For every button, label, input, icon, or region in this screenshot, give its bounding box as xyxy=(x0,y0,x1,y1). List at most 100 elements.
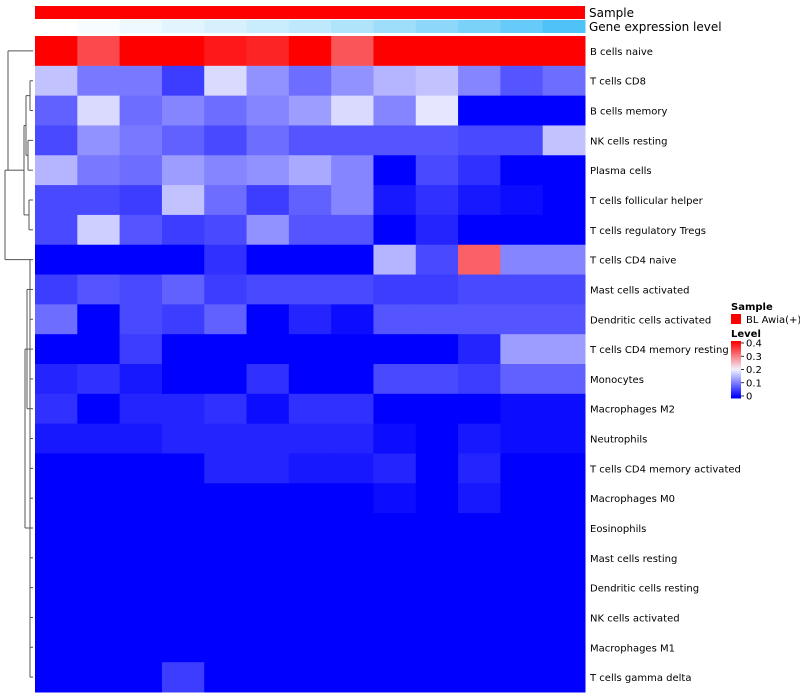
legend-colorbar-step xyxy=(731,395,741,398)
heatmap-cell xyxy=(77,662,121,693)
heatmap-cell xyxy=(246,513,290,544)
heatmap-cell xyxy=(373,304,417,335)
heatmap-cell xyxy=(35,304,78,335)
heatmap-cell xyxy=(542,274,586,305)
expression-track-label: Gene expression level xyxy=(589,20,722,34)
heatmap-cell xyxy=(373,125,417,156)
legend-colorbar-step xyxy=(731,363,741,366)
heatmap-cell xyxy=(119,393,163,425)
heatmap-cell xyxy=(35,244,78,276)
heatmap-cell xyxy=(119,513,163,544)
heatmap-cell xyxy=(331,393,374,425)
row-label: Mast cells resting xyxy=(590,554,677,565)
row-label: Plasma cells xyxy=(590,166,652,177)
legend-tick-label: 0.2 xyxy=(746,365,762,376)
heatmap-cell xyxy=(458,304,501,335)
heatmap-cell xyxy=(373,155,417,186)
heatmap-cell xyxy=(35,155,78,186)
heatmap-cell xyxy=(288,304,332,335)
heatmap-cell xyxy=(246,244,290,276)
heatmap-cell xyxy=(373,364,417,395)
heatmap-cell xyxy=(119,334,163,365)
legend-colorbar-step xyxy=(731,343,741,346)
heatmap-cell xyxy=(35,662,78,693)
expression-track-cell xyxy=(119,20,163,33)
heatmap-cell xyxy=(373,274,417,305)
heatmap-cell xyxy=(204,632,248,663)
heatmap-cell xyxy=(35,36,78,67)
legend: Sample BL Awia(+) Level 0.4 0.3 0.2 0.1 0 xyxy=(731,302,800,403)
heatmap-cell xyxy=(500,423,544,454)
heatmap-cell xyxy=(246,542,290,574)
heatmap-cell xyxy=(373,214,417,246)
heatmap-cell xyxy=(331,364,374,395)
heatmap-cell xyxy=(458,36,501,67)
heatmap-cell xyxy=(542,125,586,156)
heatmap-cell xyxy=(373,483,417,514)
row-labels: B cells naive T cells CD8 B cells memory NK… xyxy=(589,47,741,684)
heatmap-cell xyxy=(542,602,586,633)
heatmap-cell xyxy=(77,125,121,156)
heatmap-cell xyxy=(35,423,78,454)
legend-colorbar-step xyxy=(731,362,741,365)
legend-tick-label: 0.3 xyxy=(746,352,762,363)
heatmap-cell xyxy=(161,304,205,335)
row-label: T cells regulatory Tregs xyxy=(589,226,706,237)
legend-colorbar-step xyxy=(731,342,741,345)
row-label: B cells memory xyxy=(590,107,667,118)
heatmap-cell xyxy=(373,602,417,633)
heatmap-cell xyxy=(415,393,459,425)
heatmap-cell xyxy=(458,453,501,484)
heatmap-cell xyxy=(458,185,501,216)
row-label: Neutrophils xyxy=(590,435,647,446)
heatmap-cell xyxy=(77,513,121,544)
heatmap-cell xyxy=(500,95,544,126)
heatmap-cell xyxy=(500,214,544,246)
heatmap-cell xyxy=(246,274,290,305)
legend-colorbar-step xyxy=(731,375,741,378)
heatmap-cell xyxy=(161,36,205,67)
heatmap-cell xyxy=(288,185,332,216)
heatmap-cell xyxy=(415,483,459,514)
heatmap-cell xyxy=(542,185,586,216)
heatmap-cell xyxy=(373,662,417,693)
heatmap-cell xyxy=(35,364,78,395)
heatmap-cell xyxy=(35,542,78,574)
heatmap-cell xyxy=(331,542,374,574)
heatmap-cell xyxy=(204,274,248,305)
heatmap-cell xyxy=(415,155,459,186)
heatmap-cell xyxy=(542,632,586,663)
legend-sample-swatch xyxy=(731,314,741,324)
heatmap-cell xyxy=(246,36,290,67)
legend-colorbar-step xyxy=(731,380,741,383)
heatmap-cell xyxy=(458,513,501,544)
heatmap-cell xyxy=(542,423,586,454)
heatmap-cell xyxy=(119,244,163,276)
heatmap-cell xyxy=(35,185,78,216)
heatmap-cell xyxy=(288,662,332,693)
heatmap-cell xyxy=(415,36,459,67)
heatmap-cell xyxy=(458,334,501,365)
heatmap-cell xyxy=(77,602,121,633)
heatmap-cell xyxy=(35,65,78,97)
heatmap-cell xyxy=(458,542,501,574)
heatmap-cell xyxy=(161,65,205,97)
heatmap-cell xyxy=(119,423,163,454)
heatmap-cell xyxy=(77,155,121,186)
heatmap-cell xyxy=(204,364,248,395)
heatmap-cell xyxy=(331,244,374,276)
heatmap-cell xyxy=(35,125,78,156)
heatmap-cell xyxy=(119,453,163,484)
heatmap-cell xyxy=(288,393,332,425)
heatmap-cell xyxy=(35,632,78,663)
heatmap-cell xyxy=(288,364,332,395)
legend-tick-label: 0.1 xyxy=(746,378,762,389)
heatmap-cell xyxy=(500,274,544,305)
heatmap-cell xyxy=(161,483,205,514)
legend-tick-label: 0 xyxy=(746,392,752,403)
heatmap-cell xyxy=(204,513,248,544)
row-label: T cells CD4 memory resting xyxy=(589,345,729,356)
heatmap-cell xyxy=(458,125,501,156)
heatmap-cell xyxy=(246,483,290,514)
heatmap-cell xyxy=(542,244,586,276)
